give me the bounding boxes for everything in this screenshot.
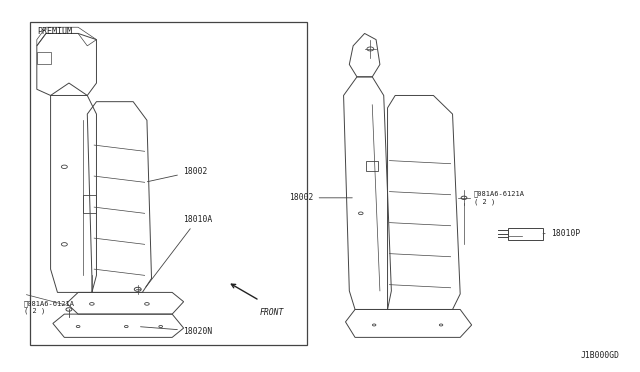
Text: 18002: 18002 — [289, 193, 352, 202]
Bar — [508, 228, 543, 240]
Text: Ⓑ081A6-6121A
( 2 ): Ⓑ081A6-6121A ( 2 ) — [474, 191, 525, 205]
Text: PREMIUM: PREMIUM — [38, 27, 73, 36]
Text: FRONT: FRONT — [259, 308, 284, 317]
Bar — [366, 161, 378, 171]
Text: 18010A: 18010A — [146, 215, 212, 287]
Text: J1B000GD: J1B000GD — [580, 350, 620, 359]
Text: 18002: 18002 — [147, 167, 207, 182]
Text: 18020N: 18020N — [141, 327, 212, 336]
Bar — [30, 22, 307, 345]
Text: 18010P: 18010P — [543, 229, 580, 238]
Text: Ⓑ081A6-6121A
( 2 ): Ⓑ081A6-6121A ( 2 ) — [24, 300, 75, 314]
